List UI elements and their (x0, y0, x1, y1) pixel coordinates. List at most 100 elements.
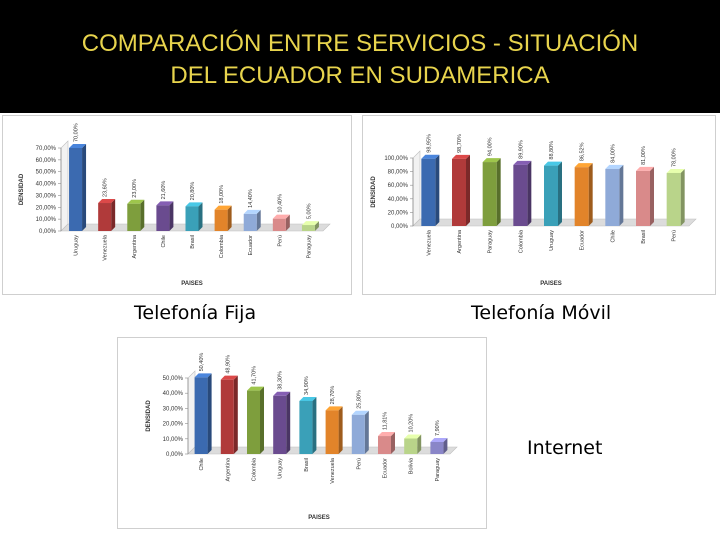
bar-side (527, 160, 532, 226)
bar (574, 167, 589, 226)
bar-side (435, 154, 440, 226)
bar (325, 410, 339, 454)
x-axis-title: PAISES (308, 515, 330, 521)
bar (214, 209, 228, 231)
bar-top (156, 201, 174, 206)
x-axis-title: PAISES (540, 281, 562, 287)
y-tick-label: 50,00% (163, 376, 184, 382)
bar-side (680, 168, 685, 226)
bar-value-label: 10,20% (409, 414, 415, 433)
x-category-label: Colombia (518, 229, 524, 253)
bar (273, 395, 287, 454)
caption-telefonia-fija: Telefonía Fija (134, 302, 257, 324)
bar-top (421, 154, 440, 159)
bar (69, 148, 83, 231)
y-axis-title: DENSIDAD (371, 176, 377, 208)
bar-side (558, 161, 562, 226)
bar-value-label: 23,60% (103, 178, 109, 197)
bar (544, 165, 558, 226)
x-category-label: Paraguay (488, 230, 494, 254)
bar-value-label: 34,90% (304, 376, 310, 395)
y-tick-label: 40,00% (388, 197, 409, 203)
x-category-label: Ecuador (580, 230, 586, 251)
bar-top (574, 163, 593, 168)
y-tick-label: 10,00% (163, 437, 184, 443)
y-tick-label: 50,00% (36, 170, 57, 176)
x-category-label: Colombia (219, 234, 225, 258)
bar-top (378, 432, 395, 437)
bar-side (364, 410, 369, 454)
bar (243, 213, 257, 231)
x-category-label: Venezuela (426, 229, 432, 256)
chart-telefonia-movil: 0,00% 20,00% 40,00% 60,00% 80,00% 100,00% DENS… (362, 115, 716, 295)
x-category-label: Argentina (225, 457, 231, 481)
bar (301, 225, 315, 231)
bar-top (127, 199, 145, 204)
bar-value-label: 20,80% (190, 182, 196, 201)
y-tick-label: 60,00% (388, 183, 409, 189)
x-category-label: Chile (199, 458, 205, 471)
bar (513, 164, 528, 226)
bar-value-label: 41,70% (252, 366, 258, 385)
bar (98, 203, 112, 231)
bar-top (247, 386, 264, 391)
bar-side (256, 209, 261, 231)
bar-value-label: 18,00% (219, 185, 225, 204)
bar (605, 168, 620, 226)
slide-title: COMPARACIÓN ENTRE SERVICIOS - SITUACIÓN … (20, 28, 700, 92)
bar-top (351, 410, 369, 415)
y-tick-label: 20,00% (163, 422, 184, 428)
bar (666, 172, 681, 226)
bar (272, 218, 286, 231)
bar (194, 377, 208, 454)
x-category-label: Argentina (132, 234, 138, 258)
bar-value-label: 28,70% (330, 386, 336, 405)
y-tick-label: 80,00% (388, 170, 409, 176)
bar-side (198, 202, 203, 231)
bar-value-label: 78,00% (672, 148, 678, 167)
x-category-label: Venezuela (330, 457, 336, 484)
bar-top (98, 199, 116, 204)
chart-internet-svg: 0,00% 10,00% 20,00% 30,00% 40,00% 50,00% DENSI… (146, 353, 458, 521)
y-tick-label: 20,00% (388, 210, 409, 216)
bar-top (636, 166, 654, 171)
bar-side (312, 396, 317, 454)
bar-top (666, 168, 685, 173)
bar-top (325, 406, 343, 411)
title-bar: COMPARACIÓN ENTRE SERVICIOS - SITUACIÓN … (0, 0, 720, 113)
x-category-label: Colombia (252, 457, 258, 481)
caption-telefonia-movil: Telefonía Móvil (471, 302, 612, 324)
bar-side (285, 214, 290, 231)
x-category-label: Bolivia (409, 457, 415, 474)
bar-side (338, 406, 343, 454)
x-category-label: Perú (277, 235, 283, 247)
bar-side (588, 163, 593, 226)
bar-value-label: 14,40% (248, 189, 254, 208)
x-category-label: Venezuela (103, 234, 109, 261)
x-category-label: Uruguay (549, 230, 555, 251)
bar-top (430, 437, 448, 442)
bar-top (404, 434, 422, 439)
bar-side (391, 432, 395, 454)
bar-side (443, 437, 448, 454)
bar-value-label: 25,80% (356, 390, 362, 409)
x-category-label: Ecuador (383, 458, 389, 479)
x-category-label: Paraguay (435, 458, 441, 482)
bar-value-label: 98,95% (426, 134, 432, 153)
x-category-label: Uruguay (74, 235, 80, 256)
bar-side (227, 205, 232, 231)
y-axis-title: DENSIDAD (19, 173, 25, 205)
y-tick-label: 40,00% (36, 182, 57, 188)
x-category-label: Paraguay (306, 235, 312, 259)
bar-top (243, 209, 261, 214)
y-tick-label: 70,00% (36, 146, 57, 152)
x-category-label: Brasil (190, 235, 196, 249)
bar-top (214, 205, 232, 210)
x-category-label: Chile (161, 235, 167, 248)
chart-internet: 0,00% 10,00% 20,00% 30,00% 40,00% 50,00% DENSI… (117, 337, 487, 529)
bar-value-label: 70,00% (74, 123, 80, 142)
bar-value-label: 21,60% (161, 181, 167, 200)
bar (156, 205, 170, 231)
bar-top (452, 154, 470, 159)
x-category-label: Argentina (457, 229, 463, 253)
